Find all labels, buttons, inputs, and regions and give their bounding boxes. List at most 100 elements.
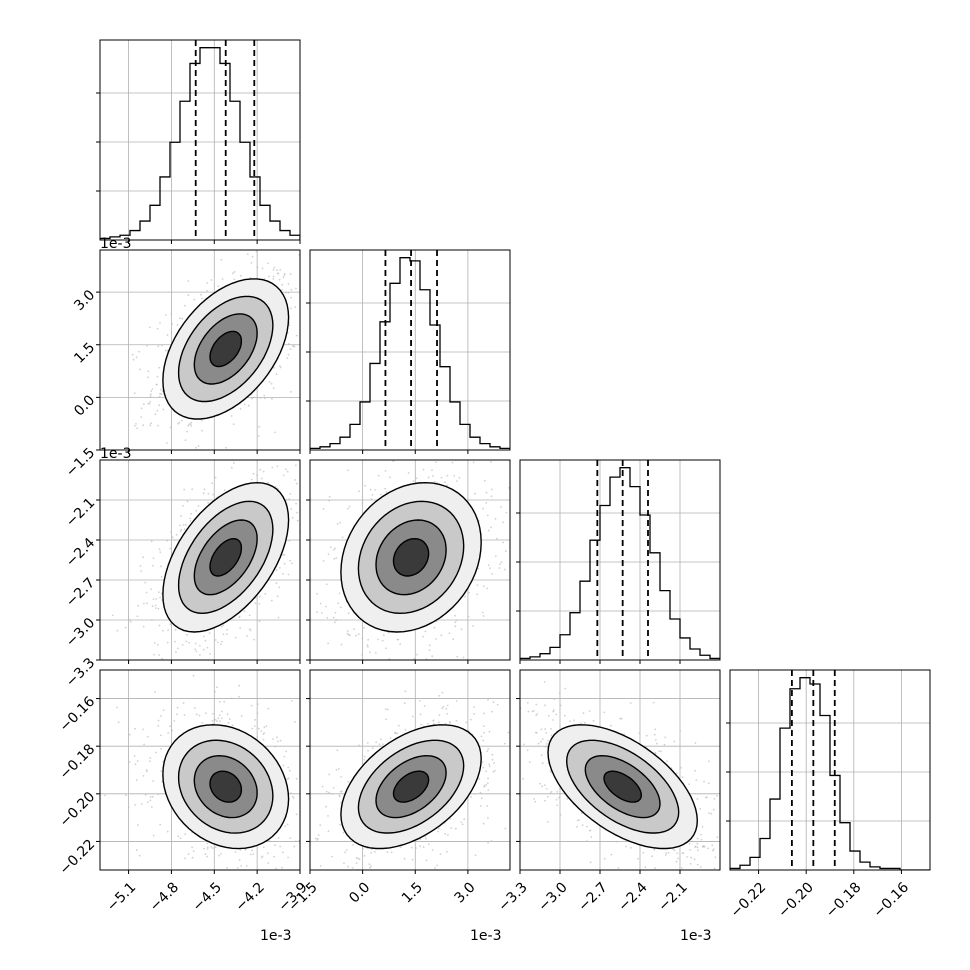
scatter-point [474,492,476,495]
scatter-point [226,866,229,869]
scatter-point [239,274,242,277]
scatter-point [374,652,377,654]
scatter-point [177,647,179,650]
scatter-point [157,643,159,646]
scatter-point [133,392,136,395]
scatter-point [418,699,421,702]
scatter-point [617,867,620,869]
scatter-point [253,638,256,641]
scatter-point [336,749,339,752]
scatter-point [502,541,504,544]
scatter-point [361,847,364,850]
scatter-point [248,628,251,630]
scatter-point [446,704,449,707]
scatter-point [276,269,278,272]
scatter-point [473,713,475,715]
scatter-point [490,526,492,529]
scatter-point [482,507,484,510]
scatter-point [696,798,699,800]
scatter-point [331,872,333,874]
scatter-point [259,468,262,471]
scatter-point [278,278,281,281]
scatter-point [367,638,370,641]
scatter-point [340,790,343,793]
scatter-point [388,658,391,660]
scatter-point [286,470,289,473]
scatter-point [177,835,180,838]
scatter-point [311,796,313,798]
scatter-point [396,638,399,641]
scatter-point [281,866,283,869]
scatter-point [271,466,274,469]
scatter-point [289,559,291,562]
scatter-point [290,508,293,510]
scatter-point [277,272,280,275]
scatter-point [167,672,169,674]
histogram-2 [520,467,720,660]
scatter-point [716,794,718,797]
scatter-point [218,714,221,716]
scatter-point [150,588,153,591]
scatter-point [262,470,265,473]
scatter-point [193,298,196,301]
scatter-point [431,655,434,658]
scatter-point [186,430,188,433]
scatter-point [153,653,155,656]
scatter-point [220,258,223,261]
scatter-point [124,794,127,797]
scatter-point [142,556,145,559]
scatter-point [214,690,216,693]
scatter-point [279,366,282,369]
scatter-point [452,638,455,641]
scatter-point [173,539,176,541]
scatter-point [254,719,256,721]
scatter-point [187,294,190,297]
scatter-point [166,641,169,644]
scatter-point [522,508,524,510]
scatter-point [367,749,369,752]
scatter-point [396,732,399,735]
scatter-point [238,684,241,687]
scatter-point [328,773,331,776]
scatter-point [182,504,184,507]
scatter-point [150,806,153,808]
scatter-point [147,376,149,379]
scatter-point [387,631,390,634]
scatter-point [156,375,159,378]
scatter-point [499,563,501,565]
scatter-point [144,794,147,796]
scatter-point [357,878,359,880]
scatter-point [353,628,355,631]
scatter-point [260,477,263,480]
scatter-point [160,565,162,568]
scatter-point [712,849,714,852]
scatter-point [288,539,291,542]
scatter-point [348,505,351,508]
scatter-point [470,796,472,798]
scatter-point [370,851,372,854]
scatter-point [498,567,501,569]
scatter-point [363,759,366,761]
scatter-point [160,576,163,578]
scatter-point [338,592,341,595]
scatter-point [186,500,189,503]
scatter-point [516,520,518,522]
scatter-point [159,392,162,395]
x-tick-label: 3.0 [452,879,479,906]
scatter-point [206,646,209,649]
scatter-point [152,780,155,782]
scatter-point [133,755,136,757]
scatter-point [347,507,349,510]
scatter-point [238,695,241,698]
scatter-point [502,521,504,524]
scatter-point [327,830,330,833]
scatter-point [155,383,158,386]
scatter-point [332,787,335,789]
scatter-point [357,857,360,860]
scatter-point [487,564,490,566]
scatter-point [370,865,372,867]
scatter-point [227,721,230,724]
scatter-point [482,615,485,617]
scatter-point [282,764,285,767]
scatter-point [341,472,343,474]
